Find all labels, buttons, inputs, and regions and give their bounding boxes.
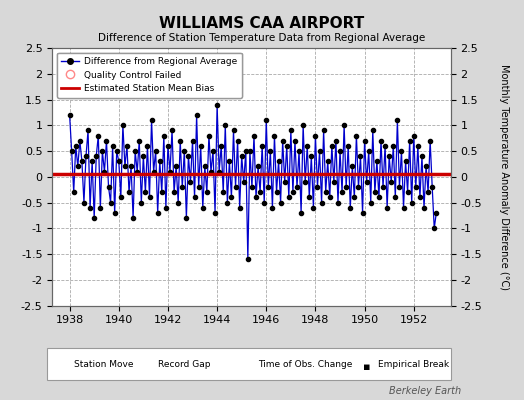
Legend: Difference from Regional Average, Quality Control Failed, Estimated Station Mean: Difference from Regional Average, Qualit… bbox=[57, 52, 242, 98]
Text: WILLIAMS CAA AIRPORT: WILLIAMS CAA AIRPORT bbox=[159, 16, 365, 32]
Text: Empirical Break: Empirical Break bbox=[378, 360, 450, 369]
Text: Difference of Station Temperature Data from Regional Average: Difference of Station Temperature Data f… bbox=[99, 33, 425, 43]
Text: Station Move: Station Move bbox=[74, 360, 134, 369]
Text: Record Gap: Record Gap bbox=[158, 360, 211, 369]
Text: ▪: ▪ bbox=[363, 362, 370, 372]
Text: Berkeley Earth: Berkeley Earth bbox=[389, 386, 461, 396]
Text: Time of Obs. Change: Time of Obs. Change bbox=[258, 360, 352, 369]
Y-axis label: Monthly Temperature Anomaly Difference (°C): Monthly Temperature Anomaly Difference (… bbox=[499, 64, 509, 290]
